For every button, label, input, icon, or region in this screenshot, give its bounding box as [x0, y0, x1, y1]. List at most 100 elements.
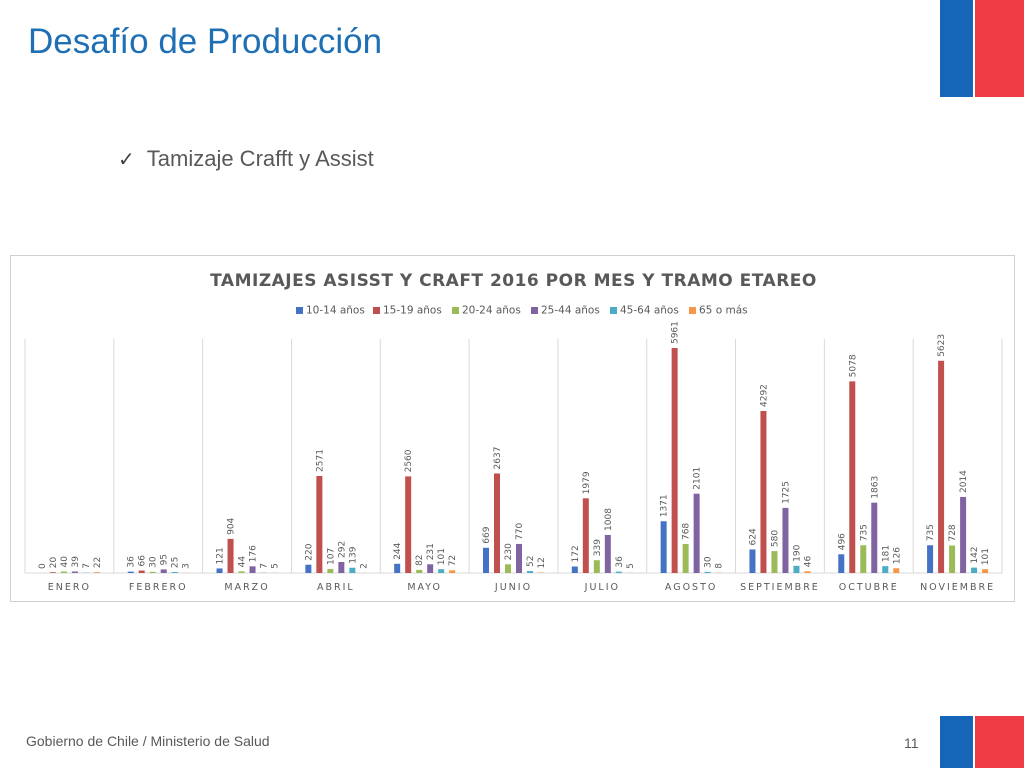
bar: [571, 566, 578, 573]
data-label: 1371: [660, 494, 670, 517]
bar: [416, 569, 423, 573]
bar: [593, 560, 600, 573]
data-label: 30: [704, 556, 714, 568]
bar: [860, 545, 867, 573]
data-label: 244: [393, 542, 403, 559]
data-label: 30: [149, 556, 159, 568]
bar: [138, 570, 145, 573]
slide-title: Desafío de Producción: [28, 22, 383, 61]
legend-label: 20-24 años: [462, 305, 521, 317]
bar: [615, 571, 622, 573]
data-label: 46: [803, 556, 813, 568]
data-label: 728: [948, 524, 958, 541]
legend-label: 65 o más: [699, 305, 748, 317]
data-label: 139: [348, 546, 358, 563]
data-label: 39: [71, 556, 81, 568]
bar: [216, 568, 223, 573]
data-label: 2: [359, 563, 369, 569]
data-label: 172: [571, 545, 581, 562]
bar: [93, 572, 100, 573]
data-label: 101: [437, 548, 447, 565]
data-label: 95: [160, 554, 170, 565]
data-label: 40: [60, 556, 70, 568]
data-label: 496: [837, 533, 847, 550]
data-label: 5623: [937, 334, 947, 357]
data-label: 580: [770, 530, 780, 547]
footer-text: Gobierno de Chile / Ministerio de Salud: [26, 733, 270, 749]
data-label: 735: [859, 524, 869, 541]
bar: [249, 566, 256, 573]
data-label: 190: [792, 544, 802, 561]
bar: [305, 564, 312, 573]
bar: [849, 381, 856, 573]
bar: [604, 534, 611, 573]
x-tick-label: NOVIEMBRE: [920, 582, 995, 593]
bar: [893, 568, 900, 573]
data-label: 7: [260, 563, 270, 569]
data-label: 66: [138, 555, 148, 567]
bar: [394, 563, 401, 573]
x-tick-label: ENERO: [48, 582, 91, 593]
bar: [505, 564, 511, 573]
x-tick-label: MARZO: [224, 582, 269, 593]
bar: [160, 569, 167, 573]
x-tick-label: ABRIL: [317, 582, 355, 593]
data-label: 22: [93, 557, 103, 568]
bar: [927, 545, 934, 573]
data-label: 904: [227, 517, 237, 534]
data-label: 1979: [582, 471, 592, 494]
bar: [316, 475, 323, 573]
data-label: 7: [82, 563, 92, 569]
bar-chart: TAMIZAJES ASISST Y CRAFT 2016 POR MES Y …: [24, 271, 1003, 593]
data-label: 1008: [604, 508, 614, 531]
x-tick-label: JULIO: [584, 582, 620, 593]
bar: [882, 566, 889, 573]
bar: [960, 496, 967, 573]
bullet-item: ✓ Tamizaje Crafft y Assist: [118, 146, 374, 172]
legend-swatch: [373, 307, 380, 314]
x-tick-label: AGOSTO: [665, 582, 717, 593]
bar: [349, 567, 356, 573]
bar: [671, 348, 678, 573]
legend-swatch: [296, 307, 303, 314]
bar: [516, 543, 522, 573]
data-label: 121: [216, 547, 226, 564]
bar: [782, 507, 789, 573]
bar: [793, 565, 800, 573]
data-label: 181: [881, 545, 891, 562]
data-label: 1725: [781, 481, 791, 504]
bar: [871, 502, 878, 573]
bar: [938, 360, 945, 573]
data-label: 20: [49, 557, 59, 569]
data-label: 107: [326, 548, 336, 565]
bar: [582, 498, 589, 573]
bar: [449, 570, 456, 573]
bar: [660, 521, 667, 573]
data-label: 36: [127, 556, 137, 568]
data-label: 72: [448, 555, 458, 566]
bullet-text: Tamizaje Crafft y Assist: [146, 146, 374, 171]
bar: [527, 571, 533, 573]
data-label: 126: [892, 547, 902, 564]
x-tick-label: JUNIO: [494, 582, 532, 593]
legend-swatch: [610, 307, 617, 314]
data-label: 2014: [959, 470, 969, 493]
bar: [238, 571, 245, 573]
x-tick-label: MAYO: [407, 582, 442, 593]
data-label: 4292: [759, 384, 769, 407]
bar: [71, 571, 78, 573]
legend-swatch: [531, 307, 538, 314]
chile-flag-top-decoration: [940, 0, 1024, 97]
data-label: 2101: [693, 467, 703, 490]
bar: [438, 569, 445, 573]
data-label: 82: [415, 554, 425, 565]
chart-title: TAMIZAJES ASISST Y CRAFT 2016 POR MES Y …: [210, 271, 817, 291]
legend-label: 25-44 años: [541, 305, 600, 317]
chart-container: TAMIZAJES ASISST Y CRAFT 2016 POR MES Y …: [10, 255, 1015, 602]
data-label: 2560: [404, 449, 414, 472]
data-label: 101: [981, 548, 991, 565]
data-label: 5: [271, 563, 281, 569]
bar: [971, 567, 978, 573]
bar: [127, 571, 134, 573]
bar: [327, 568, 334, 573]
